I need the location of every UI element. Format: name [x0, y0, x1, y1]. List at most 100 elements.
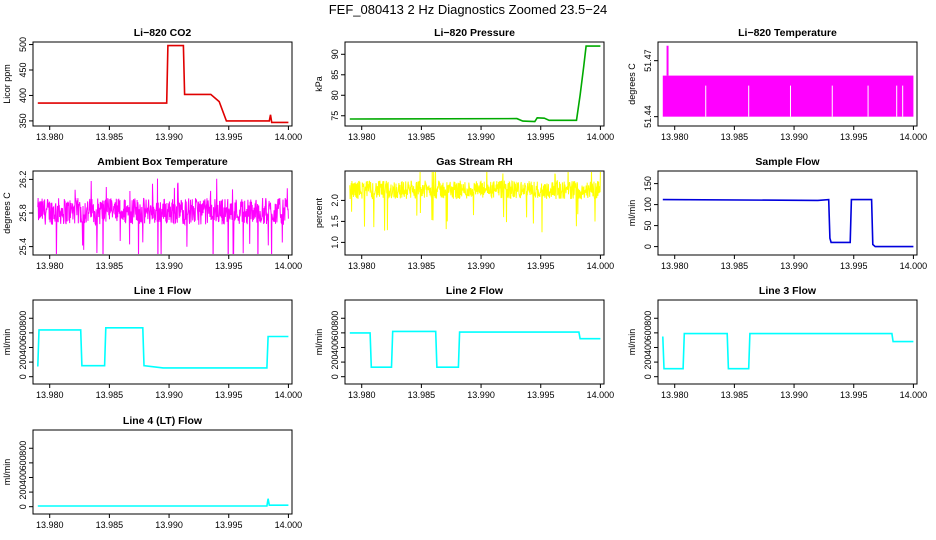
- y-tick-label: 1.0: [330, 236, 340, 249]
- plot-frame: [32, 429, 293, 515]
- series-line: [37, 498, 289, 507]
- y-tick-label: 90: [330, 49, 340, 59]
- x-tick-label: 14.000: [275, 132, 303, 142]
- x-tick-label: 13.985: [96, 520, 124, 530]
- y-tick-label: 500: [18, 37, 28, 52]
- y-axis-label: ml/min: [2, 459, 12, 486]
- y-tick-label: 0: [643, 374, 653, 379]
- x-tick-label: 13.980: [36, 261, 64, 271]
- x-tick-label: 13.990: [155, 261, 183, 271]
- y-axis-label: degrees C: [2, 192, 12, 234]
- series-line: [349, 45, 601, 123]
- y-tick-label: 26.2: [18, 171, 28, 189]
- x-tick-label: 13.995: [215, 261, 243, 271]
- panel-title: Li−820 Pressure: [434, 27, 515, 39]
- data-layer: [349, 45, 601, 123]
- panel-title: Ambient Box Temperature: [97, 156, 228, 168]
- x-tick-label: 13.990: [780, 132, 808, 142]
- series-noise: [349, 172, 601, 233]
- chart-panel-8: Line 2 Flow 13.980 13.985 13.990 13.995 14.00…: [314, 285, 614, 400]
- y-tick-label: 200: [330, 355, 340, 370]
- series-line: [662, 198, 914, 248]
- y-tick-label: 150: [643, 176, 653, 191]
- chart-panel-9: Line 3 Flow 13.980 13.985 13.990 13.995 14.00…: [627, 285, 927, 400]
- x-tick-label: 14.000: [587, 132, 615, 142]
- chart-panel-7: Line 1 Flow 13.980 13.985 13.990 13.995 14.00…: [2, 285, 302, 400]
- plot-frame: [344, 41, 605, 127]
- y-tick-label: 2.0: [330, 194, 340, 207]
- y-tick-label: 600: [18, 325, 28, 340]
- panel-title: Li−820 CO2: [134, 27, 192, 39]
- plot-frame: [32, 41, 293, 127]
- x-tick-label: 13.990: [155, 520, 183, 530]
- y-tick-label: 200: [18, 485, 28, 500]
- panel-title: Line 1 Flow: [134, 285, 192, 297]
- x-tick-label: 13.995: [840, 261, 868, 271]
- x-tick-label: 13.980: [661, 261, 689, 271]
- chart-panel-6: Sample Flow 13.980 13.985 13.990 13.995 14.00…: [627, 156, 927, 271]
- y-tick-label: 400: [18, 88, 28, 103]
- plot-frame: [344, 299, 605, 385]
- y-tick-label: 400: [330, 340, 340, 355]
- series-noise: [37, 178, 289, 254]
- data-layer: [662, 45, 914, 117]
- y-axis-label: ml/min: [627, 200, 637, 227]
- x-tick-label: 14.000: [275, 390, 303, 400]
- chart-panel-10: Line 4 (LT) Flow 13.980 13.985 13.990 13.995…: [2, 415, 302, 530]
- data-layer: [37, 178, 289, 254]
- data-layer: [662, 198, 914, 248]
- y-tick-label: 51.47: [643, 49, 653, 72]
- y-axis-label: degrees C: [627, 63, 637, 105]
- x-tick-label: 13.985: [721, 132, 749, 142]
- y-tick-label: 400: [18, 340, 28, 355]
- x-tick-label: 13.980: [36, 390, 64, 400]
- x-tick-label: 13.995: [527, 261, 555, 271]
- data-layer: [37, 498, 289, 507]
- x-tick-label: 13.980: [661, 132, 689, 142]
- panel-title: Gas Stream RH: [436, 156, 512, 168]
- x-tick-label: 13.990: [467, 390, 495, 400]
- x-tick-label: 13.995: [840, 132, 868, 142]
- y-tick-label: 200: [643, 355, 653, 370]
- chart-panel-1: Li−820 CO2 13.980 13.985 13.990 13.995 14.000…: [2, 27, 302, 142]
- x-tick-label: 13.985: [408, 261, 436, 271]
- series-line: [349, 330, 601, 368]
- y-axis-label: Licor ppm: [2, 64, 12, 104]
- x-tick-label: 13.980: [348, 132, 376, 142]
- y-tick-label: 25.4: [18, 238, 28, 256]
- panel-title: Li−820 Temperature: [738, 27, 837, 39]
- y-tick-label: 200: [18, 355, 28, 370]
- x-tick-label: 13.990: [780, 261, 808, 271]
- data-layer: [37, 44, 289, 124]
- chart-panel-5: Gas Stream RH 13.980 13.985 13.990 13.995 14.…: [314, 156, 614, 271]
- x-tick-label: 14.000: [900, 132, 928, 142]
- series-line: [37, 327, 289, 369]
- x-tick-label: 13.995: [215, 520, 243, 530]
- x-tick-label: 14.000: [900, 390, 928, 400]
- y-axis-label: percent: [314, 197, 324, 228]
- y-tick-label: 75: [330, 111, 340, 121]
- data-layer: [349, 330, 601, 368]
- panel-title: Line 3 Flow: [759, 285, 817, 297]
- y-tick-label: 350: [18, 113, 28, 128]
- y-tick-label: 800: [330, 311, 340, 326]
- plot-frame: [657, 299, 918, 385]
- y-tick-label: 0: [643, 244, 653, 249]
- y-tick-label: 800: [18, 311, 28, 326]
- x-tick-label: 13.980: [661, 390, 689, 400]
- x-tick-label: 13.995: [527, 132, 555, 142]
- x-tick-label: 13.985: [408, 132, 436, 142]
- data-band: [662, 75, 914, 117]
- x-tick-label: 13.995: [215, 390, 243, 400]
- y-tick-label: 800: [643, 311, 653, 326]
- y-tick-label: 600: [330, 325, 340, 340]
- series-line: [37, 44, 289, 124]
- x-tick-label: 13.985: [96, 390, 124, 400]
- y-tick-label: 51.44: [643, 105, 653, 128]
- y-tick-label: 1.5: [330, 215, 340, 228]
- series-line: [662, 332, 914, 370]
- y-tick-label: 400: [643, 340, 653, 355]
- x-tick-label: 13.980: [36, 520, 64, 530]
